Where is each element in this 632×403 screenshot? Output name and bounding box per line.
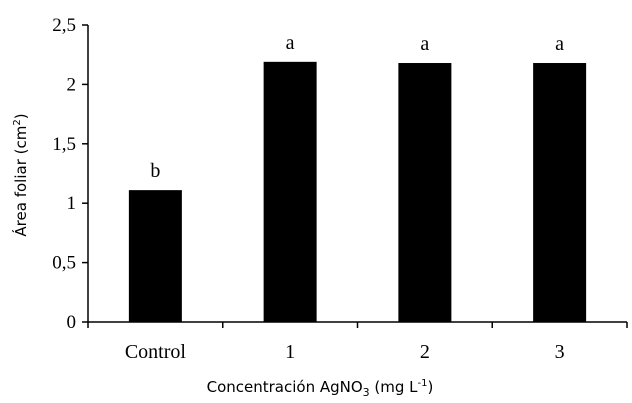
bar bbox=[263, 61, 317, 322]
x-axis-title: Concentración AgNO3 (mg L-1) bbox=[207, 378, 434, 399]
y-tick-label: 2,5 bbox=[52, 15, 76, 36]
x-tick-label: 2 bbox=[420, 341, 430, 363]
x-tick-label: 3 bbox=[555, 341, 565, 363]
y-axis-title: Área foliar (cm2) bbox=[11, 113, 30, 236]
x-tick-label: Control bbox=[125, 341, 187, 363]
significance-letter: a bbox=[286, 32, 295, 54]
x-axis: Control 1 2 3 bbox=[87, 321, 628, 363]
y-axis: 0 0,5 1 1,5 2 2,5 bbox=[52, 15, 89, 333]
bar bbox=[533, 63, 587, 323]
x-tick-label: 1 bbox=[285, 341, 295, 363]
y-tick-label: 0 bbox=[67, 312, 77, 333]
y-tick-label: 2 bbox=[67, 74, 77, 95]
y-tick-label: 1,5 bbox=[52, 134, 76, 155]
y-tick-label: 1 bbox=[67, 193, 77, 214]
significance-letter: b bbox=[150, 160, 160, 182]
significance-letters: b a a a bbox=[150, 32, 564, 182]
significance-letter: a bbox=[420, 33, 429, 55]
bar bbox=[398, 63, 452, 323]
bar bbox=[128, 190, 182, 322]
bars bbox=[128, 61, 587, 323]
significance-letter: a bbox=[555, 33, 564, 55]
y-tick-label: 0,5 bbox=[52, 253, 76, 274]
